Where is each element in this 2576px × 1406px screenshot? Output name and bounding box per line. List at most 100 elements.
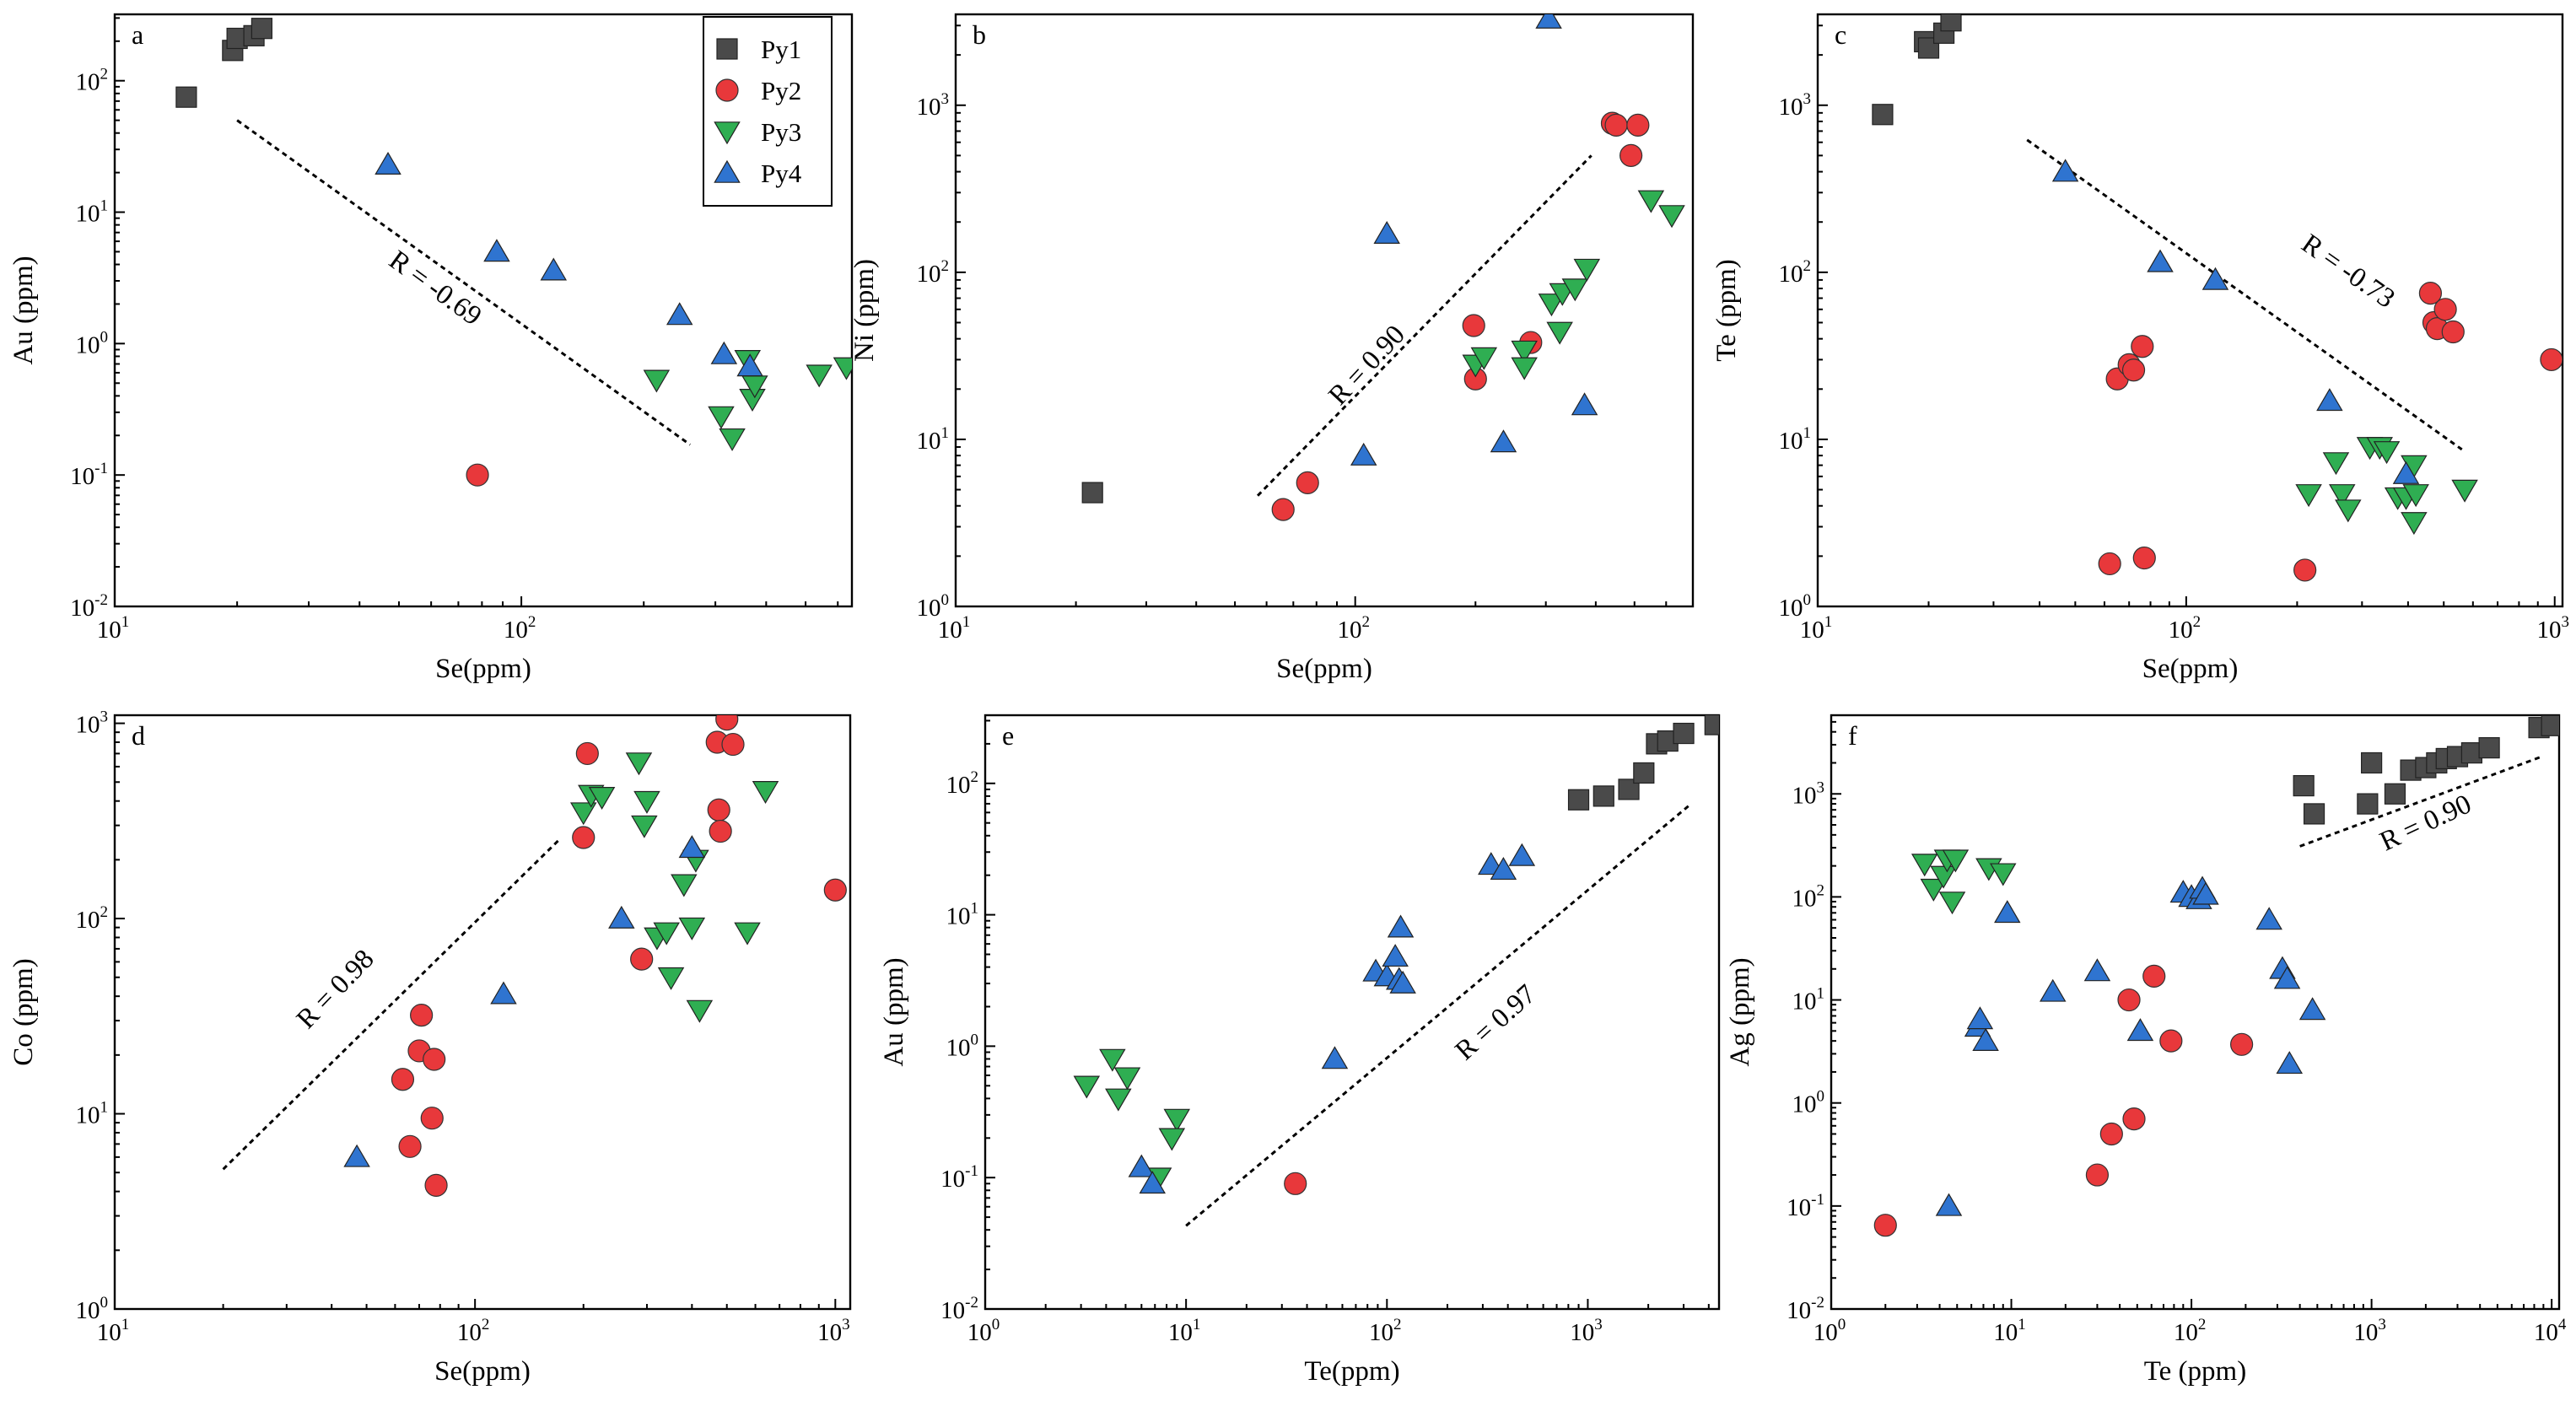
point-py4 (1490, 857, 1517, 881)
point-py1 (1081, 482, 1103, 504)
point-py2 (2122, 1107, 2146, 1131)
tick-label: 103 (76, 708, 109, 739)
tick-label: 101 (1792, 985, 1825, 1015)
point-py4 (2392, 461, 2420, 484)
point-py4 (736, 353, 763, 377)
tick-label: 102 (76, 903, 109, 934)
point-py2 (1604, 113, 1628, 137)
correlation-label: R = 0.97 (1450, 979, 1542, 1067)
point-py3 (631, 815, 658, 838)
point-py4 (2147, 249, 2174, 272)
point-py2 (2418, 281, 2443, 305)
tick-label: 102 (504, 613, 536, 644)
point-py3 (1511, 357, 1538, 380)
point-py2 (424, 1173, 448, 1197)
point-py3 (2401, 512, 2428, 536)
point-py2 (2433, 298, 2457, 321)
point-py4 (678, 835, 706, 859)
trend-line (2026, 138, 2463, 451)
point-py2 (410, 1003, 434, 1027)
tick-label: 101 (938, 613, 971, 644)
point-py3 (657, 967, 685, 990)
point-py2 (2142, 964, 2166, 989)
point-py2 (1296, 471, 1319, 494)
point-py2 (1619, 143, 1643, 167)
tick-label: 101 (946, 900, 979, 930)
tick-label: 103 (917, 90, 950, 121)
tick-label: 102 (2169, 613, 2201, 644)
point-py3 (719, 428, 746, 451)
point-py4 (1139, 1171, 1167, 1194)
y-axis-label: Ag (ppm) (1725, 957, 1755, 1066)
trend-line (222, 839, 559, 1171)
legend-label-py3: Py3 (761, 117, 801, 147)
panel-f: 100 101 102 103 104 10-2 10-1 100 101 102 103 Te (p… (1725, 714, 2567, 1387)
point-py1 (1673, 722, 1695, 745)
point-py4 (2255, 907, 2282, 930)
tick-label: 102 (1337, 613, 1370, 644)
point-py2 (1284, 1172, 1307, 1195)
point-py4 (666, 302, 693, 326)
point-py4 (343, 1144, 370, 1167)
point-py4 (1373, 221, 1400, 244)
tick-label: 102 (2174, 1316, 2207, 1346)
point-py3 (2322, 452, 2350, 476)
point-py4 (1535, 14, 1562, 29)
point-py2 (398, 1134, 422, 1158)
x-axis-label: Se(ppm) (1276, 654, 1372, 684)
panel-letter: b (973, 19, 986, 50)
x-axis-label: Se(ppm) (435, 654, 531, 684)
point-py4 (2316, 388, 2343, 412)
point-py4 (540, 257, 568, 281)
data-points (1081, 14, 1685, 521)
point-py2 (823, 878, 847, 902)
point-py4 (2276, 1051, 2304, 1075)
point-py3 (1470, 347, 1498, 370)
point-py4 (1389, 970, 1416, 994)
y-axis-label: Au (ppm) (8, 256, 39, 364)
legend-marker-py1 (716, 38, 738, 60)
point-py3 (1105, 1088, 1132, 1112)
point-py4 (1128, 1154, 1156, 1177)
tick-label: 101 (76, 197, 109, 228)
point-py2 (2540, 347, 2563, 372)
y-axis-label: Au (ppm) (879, 957, 909, 1066)
point-py2 (423, 1048, 446, 1071)
tick-label: 101 (1779, 424, 1812, 455)
point-py3 (671, 874, 698, 897)
point-py2 (572, 826, 595, 849)
tick-label: 100 (967, 1316, 1000, 1346)
y-axis-label: Te (ppm) (1711, 259, 1742, 361)
point-py3 (1546, 321, 1573, 345)
tick-label: 101 (97, 613, 130, 644)
x-axis-label: Te (ppm) (2144, 1356, 2246, 1387)
point-py3 (708, 406, 735, 429)
point-py2 (1271, 498, 1295, 521)
tick-label: 103 (2536, 613, 2569, 644)
legend-marker-py2 (715, 78, 739, 102)
data-points (1073, 715, 1719, 1195)
plot-frame (984, 714, 1721, 1311)
point-py4 (483, 239, 510, 262)
tick-label: 103 (817, 1316, 850, 1346)
tick-label: 10-2 (70, 591, 108, 622)
tick-label: 101 (1168, 1316, 1201, 1346)
point-py2 (2117, 988, 2141, 1012)
tick-label: 100 (946, 1031, 979, 1061)
point-py3 (752, 781, 779, 805)
point-py2 (2121, 358, 2146, 382)
point-py2 (2441, 320, 2465, 344)
point-py1 (175, 86, 197, 108)
tick-label: 101 (917, 424, 950, 455)
tick-label: 102 (457, 1316, 490, 1346)
point-py2 (2293, 558, 2317, 582)
panel-e: 100 101 102 103 10-2 10-1 100 101 102 Te(ppm) Au (… (879, 714, 1721, 1387)
point-py1 (1872, 104, 1894, 126)
trend-line (2299, 755, 2542, 848)
point-py2 (1626, 113, 1650, 137)
tick-label: 100 (1792, 1088, 1825, 1118)
point-py3 (1099, 1048, 1126, 1072)
point-py2 (2098, 552, 2121, 576)
